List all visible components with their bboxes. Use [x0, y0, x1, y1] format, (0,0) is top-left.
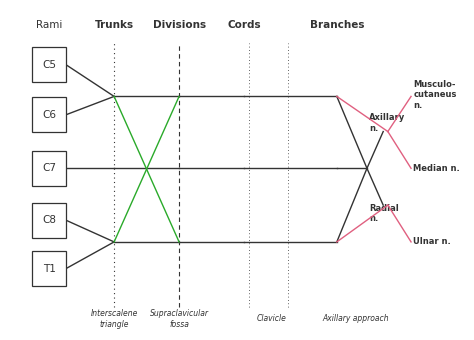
- Text: Radial
n.: Radial n.: [369, 204, 399, 223]
- Text: C5: C5: [42, 59, 56, 70]
- Text: Ulnar n.: Ulnar n.: [413, 237, 451, 246]
- FancyBboxPatch shape: [33, 47, 66, 82]
- Text: Branches: Branches: [310, 19, 364, 30]
- FancyBboxPatch shape: [33, 203, 66, 238]
- Text: T1: T1: [43, 264, 55, 274]
- FancyBboxPatch shape: [33, 151, 66, 186]
- Text: C6: C6: [42, 110, 56, 120]
- Text: C7: C7: [42, 163, 56, 173]
- FancyBboxPatch shape: [33, 251, 66, 286]
- FancyBboxPatch shape: [33, 97, 66, 132]
- Text: C8: C8: [42, 215, 56, 225]
- Text: Supraclavicular
fossa: Supraclavicular fossa: [150, 309, 209, 328]
- Text: Axillary
n.: Axillary n.: [369, 114, 406, 133]
- Text: Musculo-
cutaneus
n.: Musculo- cutaneus n.: [413, 80, 457, 109]
- Text: Divisions: Divisions: [153, 19, 206, 30]
- Text: Trunks: Trunks: [94, 19, 134, 30]
- Text: Interscalene
triangle: Interscalene triangle: [91, 309, 138, 328]
- Text: Median n.: Median n.: [413, 164, 460, 173]
- Text: Clavicle: Clavicle: [257, 314, 287, 323]
- Text: Axillary approach: Axillary approach: [322, 314, 389, 323]
- Text: Rami: Rami: [36, 19, 63, 30]
- Text: Cords: Cords: [227, 19, 261, 30]
